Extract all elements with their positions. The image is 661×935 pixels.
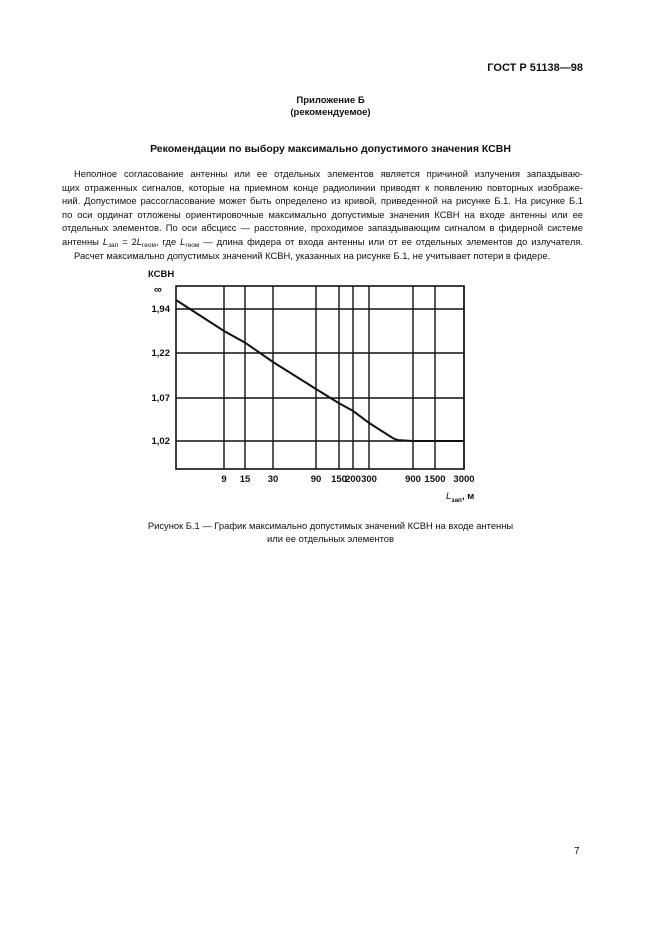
text-line: отдельных элементов. По оси абсцисс — ра…	[62, 222, 583, 234]
x-axis-variable: L	[446, 491, 451, 502]
appendix-heading: Приложение Б (рекомендуемое)	[0, 95, 661, 119]
appendix-title: Приложение Б	[296, 95, 365, 106]
subscript: зап	[108, 241, 119, 249]
variable-L: L	[102, 235, 109, 247]
text-fragment: , где	[155, 235, 181, 247]
caption-line: или ее отдельных элементов	[267, 532, 394, 544]
subscript: геом	[185, 241, 200, 249]
text-line: Расчет максимально допустимых значений К…	[74, 249, 551, 261]
y-tick-label: 1,02	[152, 436, 171, 447]
y-tick-infinity: ∞	[154, 284, 162, 296]
y-tick-label: 1,22	[152, 348, 171, 359]
text-line: ний. Допустимое рассогласование может бы…	[62, 195, 583, 207]
section-title: Рекомендации по выбору максимально допус…	[150, 143, 511, 155]
caption-line: Рисунок Б.1 — График максимально допусти…	[147, 520, 514, 531]
text-line: Неполное согласование антенны или ее отд…	[74, 168, 583, 179]
x-tick-label: 30	[268, 474, 279, 485]
x-tick-label: 15	[240, 474, 251, 485]
plot-frame	[175, 285, 465, 470]
text-fragment: — длина фидера от входа антенны или от е…	[199, 235, 583, 247]
figure-caption: Рисунок Б.1 — График максимально допусти…	[0, 520, 661, 545]
variable-L: L	[136, 235, 142, 247]
text-line: щих отраженных сигналов, которые на прие…	[62, 181, 583, 193]
y-axis-label: КСВН	[148, 269, 174, 280]
chart-grid	[176, 286, 465, 469]
appendix-status: (рекомендуемое)	[290, 107, 371, 118]
x-tick-label: 3000	[453, 474, 474, 485]
y-tick-label: 1,94	[152, 304, 171, 315]
x-axis-unit: , м	[462, 491, 474, 502]
text-fragment: = 2	[118, 235, 137, 247]
x-tick-label: 9	[221, 474, 226, 485]
vswr-curve	[175, 299, 464, 442]
body-paragraph: Неполное согласование антенны или ее отд…	[62, 167, 583, 262]
x-tick-label: 300	[361, 474, 377, 485]
y-tick-label: 1,07	[152, 393, 171, 404]
text-line: по оси ординат отложены ориентировочные …	[62, 208, 583, 220]
text-fragment: антенны	[62, 235, 103, 247]
document-code: ГОСТ Р 51138—98	[487, 62, 583, 74]
x-axis-label: Lзап, м	[446, 491, 474, 504]
formula-line: антенны Lзап = 2Lгеом, где Lгеом — длина…	[62, 235, 583, 249]
x-axis-subscript: зап	[451, 497, 462, 504]
page-number: 7	[574, 846, 580, 857]
x-tick-label: 200	[345, 474, 361, 485]
x-tick-label: 90	[311, 474, 322, 485]
x-tick-label: 150	[331, 474, 347, 485]
variable-L: L	[180, 235, 186, 247]
x-tick-label: 900	[405, 474, 421, 485]
x-tick-label: 1500	[424, 474, 445, 485]
subscript: геом	[142, 241, 156, 249]
